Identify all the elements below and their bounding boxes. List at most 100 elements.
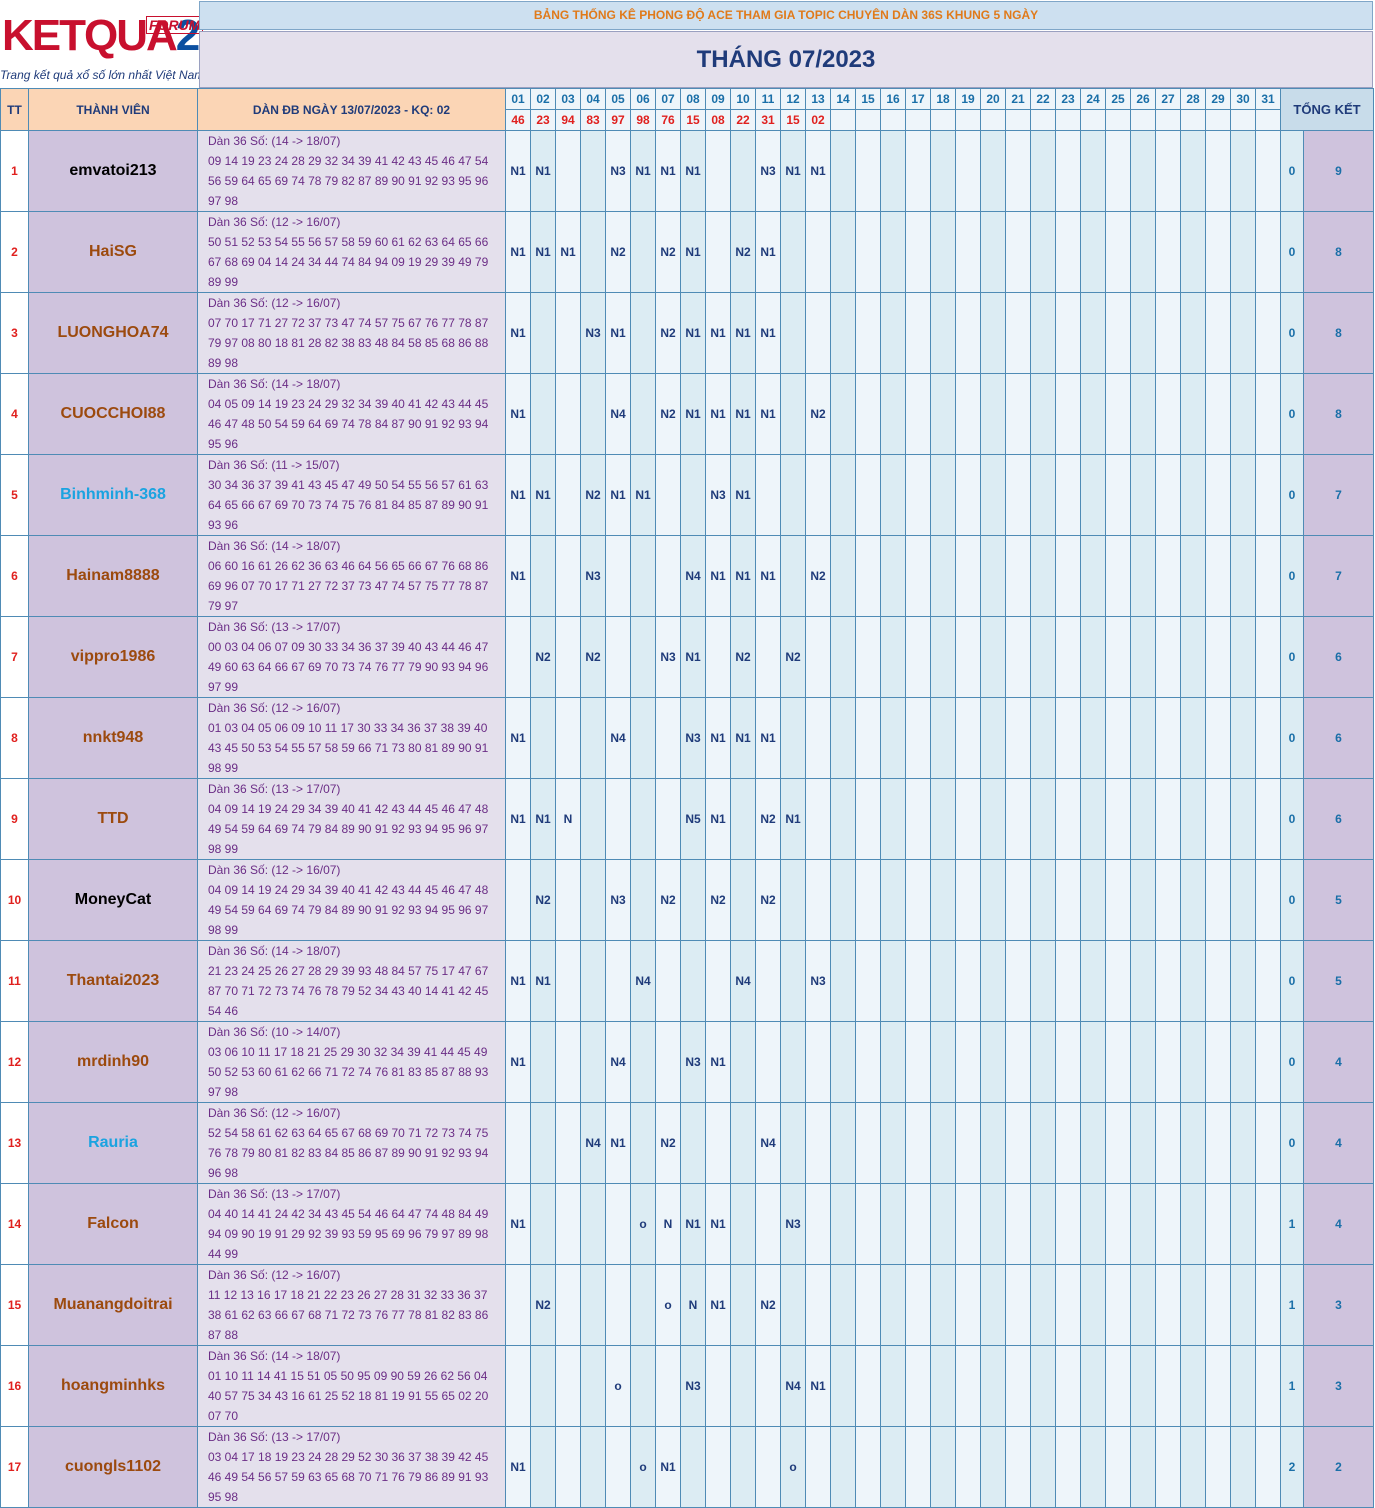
member-name[interactable]: hoangminhks	[28, 1345, 198, 1427]
day-mark: N	[555, 778, 581, 860]
logo-forum-tag: FORUM	[146, 16, 204, 34]
day-mark	[530, 292, 556, 374]
day-mark: N2	[580, 616, 606, 698]
day-mark: N3	[805, 940, 831, 1022]
day-mark	[655, 454, 681, 536]
day-mark: N3	[605, 859, 631, 941]
day-mark	[1005, 535, 1031, 617]
member-dan: Dàn 36 Số: (13 -> 17/07) 03 04 17 18 19 2…	[197, 1426, 506, 1508]
day-mark	[1130, 616, 1156, 698]
day-mark: N1	[705, 292, 731, 374]
header-day: 04	[580, 88, 606, 110]
member-dan: Dàn 36 Số: (14 -> 18/07) 06 60 16 61 26 6…	[197, 535, 506, 617]
day-mark	[930, 778, 956, 860]
day-mark	[1255, 616, 1281, 698]
dan-line: 04 40 14 41 24 42 34 43 45 54 46 64 47 7…	[208, 1207, 489, 1221]
total-a: 0	[1280, 1102, 1304, 1184]
day-mark	[1180, 697, 1206, 779]
day-mark	[930, 1021, 956, 1103]
row-number: 9	[0, 778, 29, 860]
dan-line: 30 34 36 37 39 41 43 45 47 49 50 54 55 5…	[208, 478, 489, 492]
day-mark	[630, 1345, 656, 1427]
day-mark: N2	[755, 1264, 781, 1346]
day-mark	[880, 940, 906, 1022]
member-name[interactable]: cuongls1102	[28, 1426, 198, 1508]
total-a: 0	[1280, 697, 1304, 779]
total-b: 7	[1302, 535, 1375, 617]
day-mark: o	[630, 1426, 656, 1508]
member-dan: Dàn 36 Số: (12 -> 16/07) 50 51 52 53 54 5…	[197, 211, 506, 293]
day-mark	[1230, 1264, 1256, 1346]
day-mark	[1080, 940, 1106, 1022]
day-mark	[855, 1264, 881, 1346]
table-row: 10 MoneyCat Dàn 36 Số: (12 -> 16/07) 04 09 …	[0, 859, 1375, 941]
header-result	[1080, 109, 1106, 131]
member-name[interactable]: Thantai2023	[28, 940, 198, 1022]
day-mark: N3	[655, 616, 681, 698]
member-name[interactable]: MoneyCat	[28, 859, 198, 941]
day-mark	[905, 940, 931, 1022]
day-mark: N3	[605, 130, 631, 212]
day-mark	[880, 697, 906, 779]
row-number: 12	[0, 1021, 29, 1103]
member-name[interactable]: CUOCCHOI88	[28, 373, 198, 455]
day-mark	[905, 373, 931, 455]
day-mark	[880, 859, 906, 941]
member-name[interactable]: Hainam8888	[28, 535, 198, 617]
day-mark	[555, 1102, 581, 1184]
day-mark	[1230, 940, 1256, 1022]
dan-line: 50 51 52 53 54 55 56 57 58 59 60 61 62 6…	[208, 235, 489, 249]
member-name[interactable]: Falcon	[28, 1183, 198, 1265]
day-mark: N1	[555, 211, 581, 293]
total-b: 3	[1302, 1345, 1375, 1427]
site-logo[interactable]: KETQUA2 FORUM Trang kết quả xổ số lớn nh…	[0, 0, 204, 88]
day-mark	[580, 1183, 606, 1265]
day-mark	[980, 1102, 1006, 1184]
member-name[interactable]: LUONGHOA74	[28, 292, 198, 374]
day-mark: N1	[705, 1183, 731, 1265]
day-mark	[855, 1102, 881, 1184]
day-mark	[955, 1183, 981, 1265]
member-name[interactable]: mrdinh90	[28, 1021, 198, 1103]
day-mark	[905, 1264, 931, 1346]
member-name[interactable]: Binhminh-368	[28, 454, 198, 536]
member-name[interactable]: HaiSG	[28, 211, 198, 293]
day-mark: N2	[605, 211, 631, 293]
day-mark	[1180, 1345, 1206, 1427]
day-mark	[1205, 373, 1231, 455]
day-mark	[555, 859, 581, 941]
dan-line: 50 52 53 60 61 62 66 71 72 74 76 81 83 8…	[208, 1065, 489, 1079]
day-mark: N1	[505, 1426, 531, 1508]
day-mark: N2	[755, 778, 781, 860]
total-b: 3	[1302, 1264, 1375, 1346]
dan-line: 87 88	[208, 1328, 239, 1342]
day-mark: N1	[730, 535, 756, 617]
dan-line: 97 98	[208, 1085, 239, 1099]
day-mark	[905, 616, 931, 698]
day-mark: N4	[780, 1345, 806, 1427]
member-name[interactable]: emvatoi213	[28, 130, 198, 212]
member-name[interactable]: vippro1986	[28, 616, 198, 698]
day-mark: N1	[605, 454, 631, 536]
day-mark	[1005, 616, 1031, 698]
day-mark	[880, 1183, 906, 1265]
day-mark: N1	[730, 454, 756, 536]
day-mark: N1	[705, 373, 731, 455]
dan-line: Dàn 36 Số: (12 -> 16/07)	[208, 863, 341, 877]
member-name[interactable]: TTD	[28, 778, 198, 860]
total-b: 2	[1302, 1426, 1375, 1508]
day-mark	[1205, 1183, 1231, 1265]
total-a: 0	[1280, 373, 1304, 455]
day-mark	[905, 697, 931, 779]
member-name[interactable]: Rauria	[28, 1102, 198, 1184]
day-mark	[730, 859, 756, 941]
member-dan: Dàn 36 Số: (12 -> 16/07) 01 03 04 05 06 0…	[197, 697, 506, 779]
total-a: 1	[1280, 1264, 1304, 1346]
member-name[interactable]: Muanangdoitrai	[28, 1264, 198, 1346]
day-mark	[755, 454, 781, 536]
member-name[interactable]: nnkt948	[28, 697, 198, 779]
day-mark	[955, 292, 981, 374]
dan-line: 97 99	[208, 680, 239, 694]
table-row: 5 Binhminh-368 Dàn 36 Số: (11 -> 15/07) 30 …	[0, 454, 1375, 536]
day-mark	[955, 1426, 981, 1508]
